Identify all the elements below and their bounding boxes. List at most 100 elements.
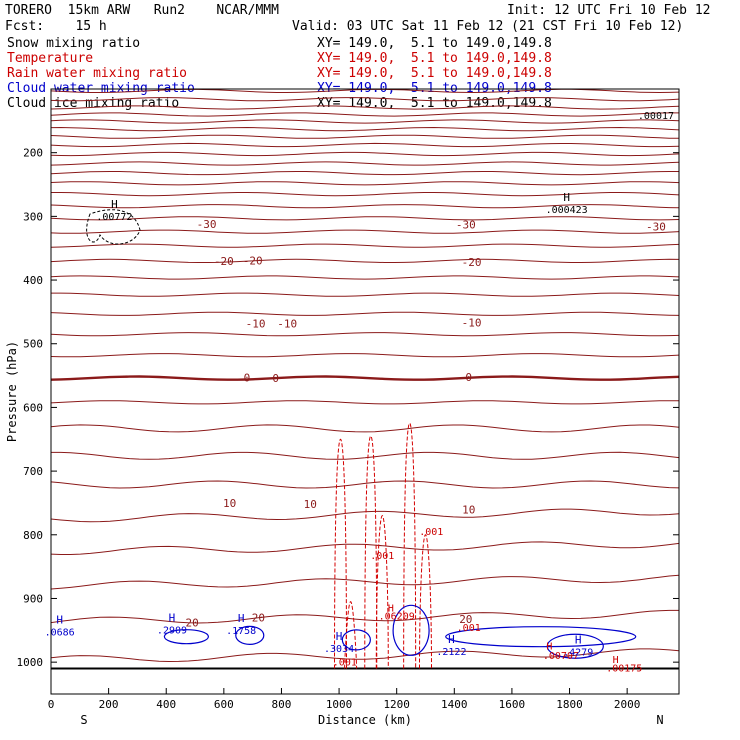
rain-label: .001 [333, 658, 357, 669]
isotherm-line [51, 292, 680, 297]
rain-label: .001 [457, 623, 481, 634]
temperature-label: -20 [243, 254, 263, 267]
temperature-label: 0 [244, 371, 251, 384]
isotherm-line [50, 97, 680, 102]
cloud-water-max-marker: H [448, 633, 455, 646]
snow-max-value: .000423 [546, 205, 588, 216]
isotherm-line [50, 480, 680, 489]
legend-rain-xy: XY= 149.0, 5.1 to 149.0,149.8 [317, 66, 552, 81]
cloud-water-contour [445, 626, 637, 648]
snow-contour [86, 209, 141, 245]
rain-label: H [613, 655, 619, 666]
temperature-label: 10 [304, 498, 317, 511]
isotherm-line [50, 258, 680, 263]
temperature-label: -30 [646, 221, 666, 234]
cloud-water-contour [392, 604, 430, 656]
y-tick-label: 800 [23, 529, 43, 542]
rain-label: .001 [419, 527, 443, 538]
legend-snow-label: Snow mixing ratio [7, 36, 141, 51]
isotherm-line [50, 161, 680, 166]
temperature-label: 20 [459, 613, 472, 626]
cloud-water-max-value: .0686 [45, 627, 75, 638]
cloud-water-max-marker: H [169, 611, 176, 624]
x-tick-label: 600 [214, 698, 234, 711]
x-tick-label: 0 [48, 698, 55, 711]
isotherm-line [50, 332, 680, 337]
model-run-title: TORERO 15km ARW Run2 NCAR/MMM [5, 3, 279, 18]
isotherm-line [51, 192, 680, 197]
cloud-water-max-value: .4279 [563, 648, 593, 659]
cloud-water-max-value: .1758 [226, 626, 256, 637]
x-tick-label: 1400 [441, 698, 468, 711]
isotherm-line [50, 151, 680, 157]
temperature-label: -20 [462, 256, 482, 269]
valid-time: Valid: 03 UTC Sat 11 Feb 12 (21 CST Fri … [292, 19, 684, 34]
legend-snow-xy: XY= 149.0, 5.1 to 149.0,149.8 [317, 36, 552, 51]
cloud-water-contour [163, 629, 209, 645]
temperature-label: -20 [214, 255, 234, 268]
rain-label: H [546, 642, 552, 653]
isotherm-line [50, 229, 680, 234]
x-tick-label: 2000 [614, 698, 641, 711]
cloud-water-max-marker: H [336, 630, 343, 643]
legend-rain-label: Rain water mixing ratio [7, 66, 188, 81]
isotherm-line [50, 126, 680, 132]
isotherm-line [50, 134, 680, 139]
snow-max-value: .00017 [638, 111, 674, 122]
y-axis-title: Pressure (hPa) [5, 341, 19, 442]
temperature-label: -30 [456, 219, 476, 232]
cloud-water-max-value: .2909 [157, 625, 187, 636]
isotherm-line [50, 88, 680, 94]
isotherm-line [50, 375, 680, 381]
rain-contour [418, 534, 432, 669]
isotherm-line [51, 451, 680, 460]
isotherm-line [50, 181, 680, 186]
snow-max-marker: H [111, 198, 118, 211]
isotherm-line [50, 112, 679, 117]
isotherm-line [50, 353, 680, 358]
isotherm-line [50, 275, 680, 280]
rain-contour [334, 438, 348, 669]
temperature-label: 0 [465, 371, 472, 384]
snow-max-value: .00772 [96, 212, 132, 223]
x-tick-label: 1200 [383, 698, 410, 711]
temperature-label: -10 [462, 317, 482, 330]
x-axis-title: Distance (km) [318, 713, 412, 727]
x-tick-label: 400 [156, 698, 176, 711]
cloud-water-contour [546, 633, 604, 659]
y-tick-label: 400 [23, 274, 43, 287]
y-tick-label: 700 [23, 465, 43, 478]
init-time: Init: 12 UTC Fri 10 Feb 12 [507, 3, 711, 18]
x-tick-label: 1600 [499, 698, 526, 711]
temperature-label: 10 [462, 503, 475, 516]
isotherm-line [50, 171, 679, 176]
y-tick-label: 200 [23, 147, 43, 160]
forecast-hour: Fcst: 15 h [5, 19, 107, 34]
cloud-water-contour [341, 629, 371, 651]
cloud-water-contour [235, 625, 265, 646]
rain-contour [344, 601, 358, 669]
temperature-label: 10 [223, 497, 236, 510]
isotherm-line [50, 400, 680, 405]
legend-temperature-xy: XY= 149.0, 5.1 to 149.0,149.8 [317, 51, 552, 66]
y-tick-label: 600 [23, 401, 43, 414]
y-tick-label: 900 [23, 592, 43, 605]
cloud-water-max-value: .2122 [436, 647, 466, 658]
isotherm-line [50, 508, 680, 523]
x-tick-label: 800 [272, 698, 292, 711]
isotherm-line [50, 243, 680, 248]
rain-contour [403, 422, 417, 669]
temperature-label: -30 [197, 218, 217, 231]
temperature-label: -10 [246, 317, 266, 330]
cloud-water-max-value: .3034 [324, 644, 354, 655]
x-end-label-south: S [80, 713, 87, 727]
x-end-label-north: N [656, 713, 663, 727]
rain-label: .00707 [543, 651, 579, 662]
rain-label: H [388, 603, 394, 614]
plot-frame [50, 88, 680, 695]
temperature-label: 20 [186, 617, 199, 630]
isotherm-line [50, 142, 680, 148]
legend-temperature-label: Temperature [7, 51, 94, 66]
y-tick-label: 300 [23, 210, 43, 223]
